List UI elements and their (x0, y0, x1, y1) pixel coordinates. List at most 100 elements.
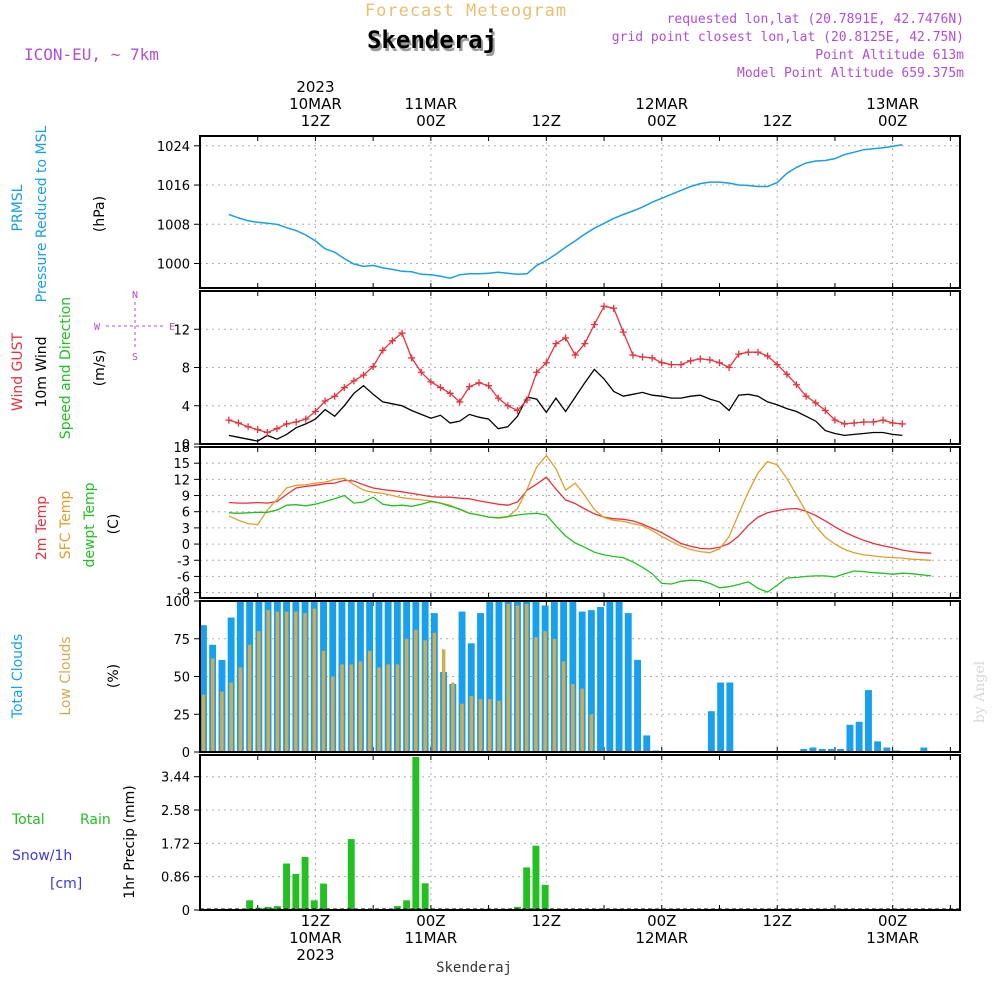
gust-marker (504, 402, 512, 410)
pressure-panel-labels: PRMSL Pressure Reduced to MSL (hPa) (10, 125, 108, 302)
rain-bar (292, 874, 300, 910)
precip-ytick-label: 0 (182, 904, 190, 919)
chart-title: Forecast Meteogram (365, 1, 567, 21)
cloud-label-low: Low Clouds (58, 636, 74, 715)
gust-marker (417, 368, 425, 376)
gust-marker (879, 416, 887, 424)
gust-marker (619, 328, 627, 336)
low-cloud-bar (432, 632, 437, 752)
top-axis-label: 12Z (532, 112, 561, 130)
low-cloud-bar (238, 667, 243, 752)
cloud-frame (199, 600, 961, 753)
total-cloud-bar (606, 601, 614, 752)
top-axis-label: 12MAR (635, 95, 688, 113)
low-cloud-bar (525, 604, 529, 752)
temp-panel-labels: 2m Temp SFC Temp dewpt Temp (C) (34, 482, 122, 567)
precip-label-snow: Snow/1h (12, 848, 72, 864)
gust-marker (629, 351, 637, 359)
precip-label-total: Total (11, 812, 45, 828)
rain-bar (310, 900, 318, 910)
temp-ytick-label: -9 (177, 587, 190, 602)
low-cloud-bar (377, 667, 381, 752)
total-cloud-bar (874, 741, 882, 752)
total-cloud-bar (920, 747, 928, 752)
wind-ytick-label: 12 (173, 323, 190, 338)
gust-marker (812, 399, 820, 407)
low-cloud-bar (331, 676, 335, 752)
gust-marker (581, 340, 589, 348)
total-cloud-bar (624, 613, 632, 752)
gust-marker (437, 384, 445, 392)
temp-ytick-label: 3 (182, 522, 190, 537)
precip-panel-labels: Total Rain Snow/1h [cm] 1hr Precip (mm) (11, 785, 138, 898)
location-title: Skenderaj (367, 26, 497, 54)
top-axis-label: 00Z (647, 112, 676, 130)
gust-marker (783, 370, 791, 378)
gust-marker (234, 419, 242, 427)
gust-marker (821, 407, 829, 415)
low-cloud-bar (552, 638, 557, 753)
low-cloud-bar (460, 703, 464, 752)
wind-ytick-label: 0 (182, 438, 190, 453)
pressure-panel: 1000 1008 1016 1024 (157, 135, 961, 289)
total-cloud-bar (717, 682, 725, 752)
low-cloud-bar (488, 699, 492, 752)
gust-marker (715, 359, 723, 367)
rain-bar (532, 845, 540, 910)
requested-coords: requested lon,lat (20.7891E, 42.7476N) (667, 12, 964, 27)
footer-location: Skenderaj (436, 960, 512, 976)
total-cloud-bar (477, 613, 484, 752)
gust-marker (321, 397, 329, 405)
bottom-axis-label: 13MAR (866, 929, 919, 947)
gust-marker (408, 354, 416, 362)
low-cloud-bar (478, 699, 483, 752)
rain-bar (523, 867, 531, 910)
low-cloud-bar (506, 604, 510, 752)
rain-bar (412, 756, 420, 910)
pressure-frame (199, 135, 961, 289)
low-cloud-bar (386, 664, 390, 752)
low-cloud-bar (211, 658, 215, 752)
top-axis-label: 10MAR (289, 95, 342, 113)
low-cloud-bar (441, 649, 446, 752)
gust-marker (302, 415, 310, 423)
bottom-axis-label: 12Z (763, 912, 792, 930)
gust-marker (764, 352, 772, 360)
low-cloud-bar (220, 691, 224, 752)
gust-marker (456, 398, 464, 406)
top-axis-label: 11MAR (405, 95, 458, 113)
temp-ytick-label: 6 (182, 506, 190, 521)
precip-frame (199, 754, 961, 911)
rain-bar (421, 883, 429, 910)
pressure-label-prmsl: PRMSL (10, 184, 26, 231)
total-cloud-bar (855, 721, 863, 752)
temp-label-unit: (C) (106, 514, 122, 535)
wind-ytick-label: 4 (182, 400, 190, 415)
temp-ytick-label: 9 (182, 490, 190, 505)
temp-2m-line (228, 476, 932, 554)
cloud-label-total: Total Clouds (10, 634, 26, 719)
rain-bar (283, 863, 290, 910)
low-cloud-bar (395, 664, 400, 752)
gust-marker (677, 361, 685, 369)
bottom-axis-label: 12MAR (635, 929, 688, 947)
bottom-axis-label: 12Z (301, 912, 330, 930)
total-cloud-bar (800, 749, 808, 752)
low-cloud-bar (469, 696, 474, 752)
pressure-label-unit: (hPa) (92, 196, 108, 232)
gust-marker (850, 419, 858, 427)
low-cloud-bar (414, 629, 418, 752)
cloud-panel: 0 25 50 75 100 (165, 595, 961, 761)
gust-marker (513, 407, 521, 415)
low-cloud-bar (275, 611, 280, 752)
gust-marker (735, 350, 743, 358)
low-cloud-bar (312, 608, 317, 752)
total-cloud-bar (458, 611, 466, 752)
wind-label-speed-dir: Speed and Direction (58, 297, 74, 439)
gust-marker (802, 392, 810, 400)
low-cloud-bar (303, 613, 307, 752)
precip-ytick-label: 0.86 (161, 871, 190, 886)
low-cloud-bar (515, 605, 520, 752)
precip-ytick-label: 2.58 (161, 804, 190, 819)
precip-panel: 0 0.86 1.72 2.58 3.44 (161, 754, 961, 919)
